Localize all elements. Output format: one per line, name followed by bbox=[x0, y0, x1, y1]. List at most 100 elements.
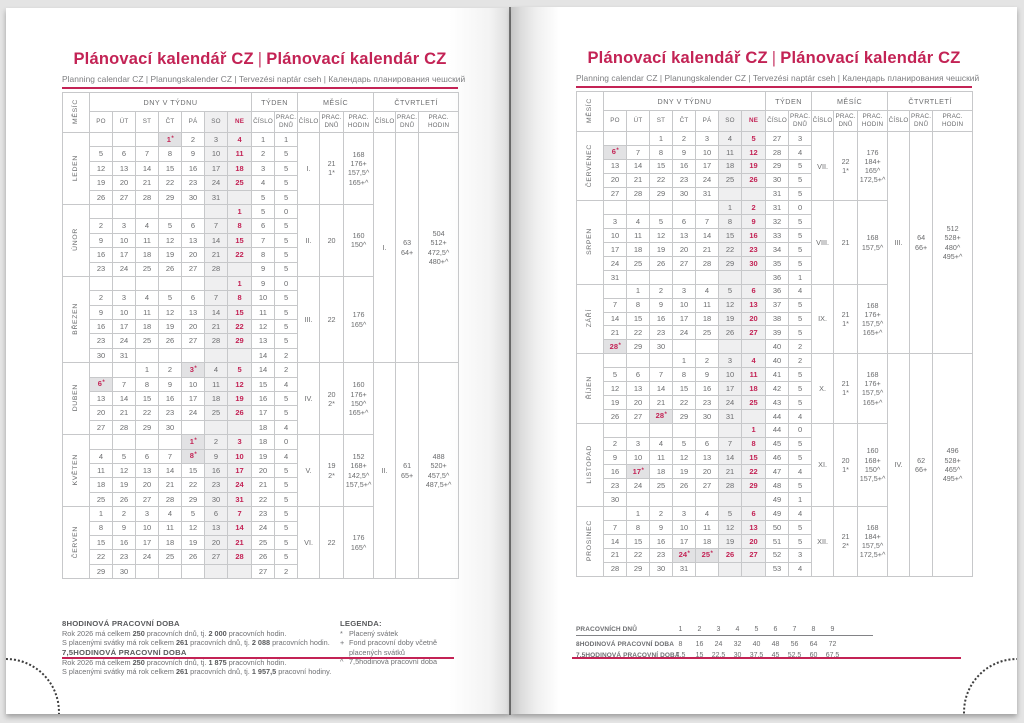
day-cell: 6* bbox=[89, 376, 113, 393]
day-cell: 19 bbox=[649, 242, 673, 258]
week-number-cell: 9 bbox=[251, 275, 276, 292]
workdays-value: 37,5 bbox=[749, 652, 764, 659]
day-cell: 17 bbox=[672, 311, 696, 327]
day-cell: 5 bbox=[181, 506, 205, 522]
day-cell: 27 bbox=[89, 419, 113, 436]
week-workdays-cell: 5 bbox=[274, 534, 299, 551]
day-cell bbox=[695, 269, 719, 285]
workdays-value: 7,5 bbox=[675, 652, 686, 659]
day-cell: 16 bbox=[112, 534, 136, 551]
quarter-workhours-cell: 496 528+ 465^ 495+^ bbox=[932, 353, 974, 577]
day-cell: 18 bbox=[204, 391, 228, 407]
day-cell: 5 bbox=[158, 218, 182, 234]
week-number-cell: 44 bbox=[765, 422, 790, 438]
days-group-header: DNY V TÝDNU bbox=[602, 91, 767, 111]
day-cell: 16 bbox=[649, 311, 673, 327]
day-cell: 7 bbox=[112, 376, 136, 393]
day-cell bbox=[181, 275, 205, 292]
day-cell: 3 bbox=[626, 436, 650, 452]
day-cell: 21 bbox=[204, 319, 228, 335]
day-cell: 23 bbox=[89, 333, 113, 349]
day-header: SO bbox=[718, 110, 742, 132]
week-workdays-cell: 5 bbox=[274, 506, 299, 522]
day-cell: 9 bbox=[204, 448, 228, 464]
day-cell: 11 bbox=[89, 462, 113, 479]
day-cell: 31 bbox=[204, 189, 228, 205]
day-header: ČT bbox=[158, 111, 182, 133]
workdays-value: 64 bbox=[809, 640, 818, 648]
header-rule bbox=[62, 87, 458, 89]
day-cell: 12 bbox=[740, 144, 767, 160]
day-cell bbox=[158, 434, 182, 450]
legend-item: * Placený svátek bbox=[340, 629, 458, 639]
week-number-cell: 52 bbox=[765, 547, 790, 563]
week-number-cell: 42 bbox=[765, 381, 790, 396]
month-label: ŘÍJEN bbox=[576, 353, 604, 424]
day-cell: 18 bbox=[89, 477, 113, 493]
day-cell: 12 bbox=[158, 304, 182, 321]
day-cell: 29 bbox=[718, 256, 742, 271]
day-cell: 19 bbox=[158, 319, 182, 335]
day-cell: 8 bbox=[626, 519, 650, 535]
week-number-cell: 49 bbox=[765, 492, 790, 508]
quarter-number-cell: II. bbox=[373, 362, 397, 580]
day-cell bbox=[672, 492, 696, 508]
week-workdays-cell: 5 bbox=[274, 333, 299, 349]
day-cell: 20 bbox=[740, 533, 767, 549]
day-cell: 5 bbox=[158, 290, 182, 306]
day-cell: 5 bbox=[718, 283, 742, 299]
day-cell: 31 bbox=[695, 186, 719, 202]
day-cell: 26 bbox=[158, 333, 182, 349]
week-number-cell: 3 bbox=[251, 160, 276, 177]
day-cell: 2 bbox=[649, 506, 673, 521]
month-number-cell: IX. bbox=[811, 283, 835, 355]
day-cell: 1 bbox=[226, 203, 253, 220]
day-cell bbox=[135, 203, 159, 220]
day-cell: 25 bbox=[718, 172, 742, 188]
day-cell: 28 bbox=[695, 256, 719, 271]
week-number-cell: 50 bbox=[765, 519, 790, 535]
day-cell: 12 bbox=[181, 520, 205, 536]
week-workdays-cell: 5 bbox=[274, 218, 299, 234]
day-cell: 29 bbox=[672, 408, 696, 424]
day-cell: 3 bbox=[135, 506, 159, 522]
day-cell: 6 bbox=[181, 218, 205, 234]
day-cell: 2 bbox=[649, 283, 673, 299]
day-cell: 12 bbox=[672, 450, 696, 466]
week-number-cell: 47 bbox=[765, 464, 790, 480]
day-cell bbox=[695, 200, 719, 216]
day-cell: 10 bbox=[672, 297, 696, 313]
day-cell: 24 bbox=[626, 478, 650, 494]
day-cell: 11 bbox=[718, 144, 742, 160]
day-cell: 18 bbox=[135, 319, 159, 335]
day-cell: 2 bbox=[158, 362, 182, 378]
quarter-group-header: ČTVRTLETÍ bbox=[887, 91, 974, 111]
day-cell: 28 bbox=[718, 478, 742, 494]
week-workdays-cell: 4 bbox=[788, 144, 813, 160]
day-cell: 31 bbox=[718, 408, 742, 424]
day-cell: 13 bbox=[112, 160, 136, 177]
title-separator: | bbox=[771, 49, 777, 67]
day-cell: 29 bbox=[181, 491, 205, 508]
day-cell bbox=[135, 131, 159, 148]
week-number-cell: 49 bbox=[765, 506, 790, 521]
day-cell: 28 bbox=[135, 189, 159, 205]
day-cell: 31 bbox=[603, 269, 627, 285]
day-cell: 14 bbox=[626, 158, 650, 174]
day-cell: 22 bbox=[626, 325, 650, 341]
day-cell: 22 bbox=[158, 175, 182, 191]
week-workdays-cell: 5 bbox=[274, 405, 299, 421]
month-workhours-cell: 168 184+ 157,5^ 172,5+^ bbox=[857, 506, 889, 577]
day-cell: 21 bbox=[603, 325, 627, 341]
day-cell: 21 bbox=[226, 534, 253, 551]
day-cell: 22 bbox=[740, 464, 767, 480]
day-cell bbox=[740, 339, 767, 355]
day-cell: 9 bbox=[89, 304, 113, 321]
day-cell: 26 bbox=[181, 549, 205, 565]
month-label: LISTOPAD bbox=[576, 422, 604, 508]
day-cell: 11 bbox=[740, 367, 767, 383]
day-cell bbox=[158, 347, 182, 364]
day-cell: 5 bbox=[89, 146, 113, 162]
day-cell: 13 bbox=[626, 381, 650, 396]
week-workdays-cell: 2 bbox=[274, 362, 299, 378]
